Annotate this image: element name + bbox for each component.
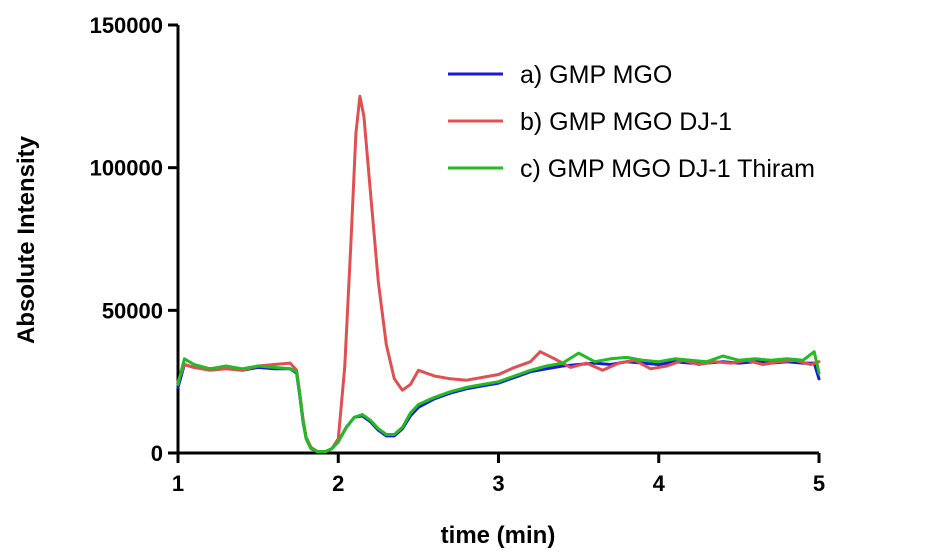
y-tick-label: 0 [151,441,163,466]
x-axis-title: time (min) [441,522,556,549]
plot-area [176,94,821,454]
legend-label-3: c) GMP MGO DJ-1 Thiram [520,155,815,183]
x-tick-label: 1 [172,471,184,496]
legend-label-2: b) GMP MGO DJ-1 [520,108,732,136]
legend: a) GMP MGO b) GMP MGO DJ-1 c) GMP MGO DJ-1… [448,61,815,183]
series-line-2 [176,94,821,454]
y-tick-label: 100000 [90,156,163,181]
x-tick-label: 5 [813,471,825,496]
legend-label-1: a) GMP MGO [520,61,672,89]
x-tick-label: 4 [653,471,666,496]
y-tick-label: 50000 [102,298,163,323]
y-tick-label: 150000 [90,13,163,38]
axes: 0 50000 100000 150000 1 2 3 4 5 [90,13,826,496]
y-axis-title: Absolute Intensity [13,135,40,344]
series-line-3 [176,350,821,454]
x-tick-label: 3 [492,471,504,496]
x-tick-label: 2 [332,471,344,496]
